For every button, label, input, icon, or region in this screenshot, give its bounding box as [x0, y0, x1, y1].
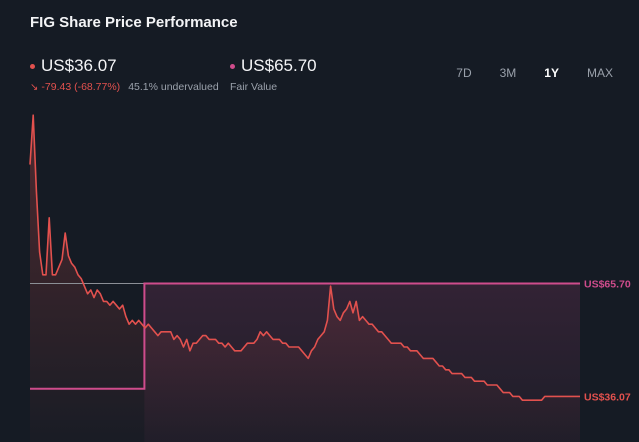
tab-max[interactable]: MAX: [586, 66, 613, 80]
range-tabs: 7D 3M 1Y MAX: [442, 66, 627, 80]
current-price-block: US$36.07 ↘ -79.43 (-68.77%) 45.1% underv…: [30, 56, 219, 93]
fair-value-line: [30, 282, 580, 390]
fair-value-block: US$65.70 Fair Value: [230, 56, 317, 93]
undervalued-text: 45.1% undervalued: [128, 81, 219, 93]
fair-value-end-label: US$65.70: [584, 279, 631, 291]
tab-3m[interactable]: 3M: [499, 66, 517, 80]
page-title: FIG Share Price Performance: [30, 14, 238, 31]
tab-7d[interactable]: 7D: [456, 66, 472, 80]
price-dot-icon: [30, 63, 35, 69]
current-price: US$36.07: [41, 56, 117, 75]
down-arrow-icon: ↘: [30, 81, 39, 93]
fair-value-dot-icon: [230, 63, 235, 69]
fair-value-price: US$65.70: [241, 56, 317, 75]
price-line: [29, 114, 580, 401]
tab-1y[interactable]: 1Y: [544, 66, 559, 80]
price-end-label: US$36.07: [584, 391, 631, 403]
price-area: [30, 115, 580, 442]
price-change: -79.43 (-68.77%): [41, 81, 121, 93]
fair-value-label: Fair Value: [230, 81, 278, 93]
